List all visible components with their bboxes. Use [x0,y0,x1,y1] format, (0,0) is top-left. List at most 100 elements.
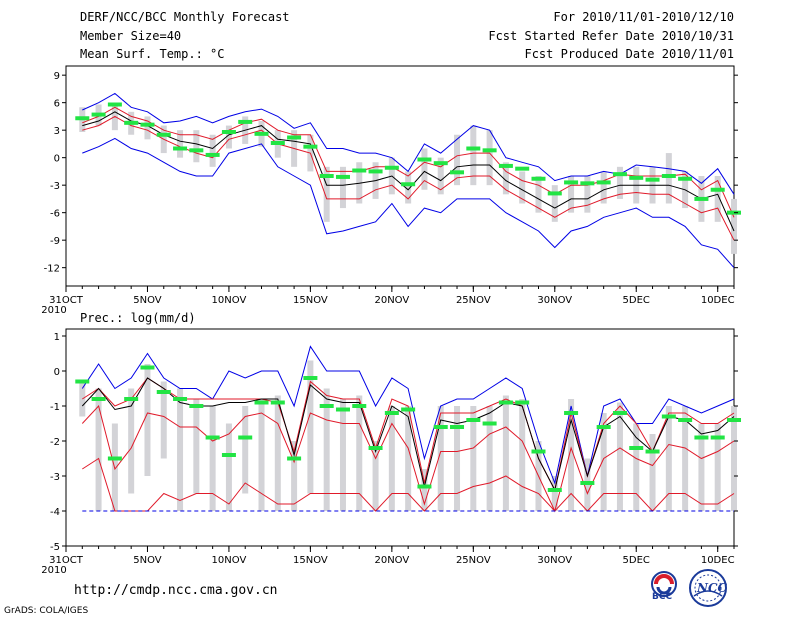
prec-box-20 [388,406,395,511]
prec-median-34 [612,411,627,415]
prec-box-10 [225,423,232,511]
temp-box-17 [339,166,346,209]
prec-box-6 [160,381,167,459]
prec-median-23 [433,425,448,429]
prec-median-22 [417,484,432,489]
temp-median-7 [173,146,188,151]
bcc-logo-text: BCC [652,592,673,602]
temp-median-19 [368,169,383,174]
prec-median-24 [450,425,465,429]
temp-median-29 [531,176,546,181]
temp-median-32 [580,181,595,186]
prec-median-9 [205,435,220,440]
prec-box-28 [519,399,526,511]
temp-median-40 [710,187,725,192]
temp-median-31 [564,180,579,185]
prec-box-35 [633,423,640,511]
temp-xtick-label-20: 20NOV [374,295,409,306]
temp-median-9 [205,152,220,157]
temp-box-23 [437,157,444,195]
prec-box-18 [356,395,363,511]
prec-box-17 [339,399,346,511]
prec-xtick-sublabel-0: 2010 [41,565,66,576]
temp-xtick-label-0: 31OCT [49,295,84,306]
prec-box-37 [665,406,672,511]
temp-median-37 [661,174,676,178]
temp-box-24 [454,134,461,186]
temp-box-5 [144,116,151,140]
prec-median-16 [319,404,334,408]
prec-box-5 [144,364,151,476]
precip-title: Prec.: log(mm/d) [80,311,196,325]
prec-median-30 [547,488,562,492]
temp-median-3 [107,102,122,107]
temp-box-7 [177,130,184,158]
prec-box-39 [698,423,705,511]
forecast-period: For 2010/11/01-2010/12/10 [553,10,734,24]
temp-box-30 [551,185,558,222]
temp-median-14 [287,135,302,140]
temp-box-8 [193,130,200,163]
temp-ytick-label-3: 3 [54,126,60,137]
prec-box-16 [323,388,330,511]
prec-ytick-label--2: -2 [50,437,60,448]
member-size-label: Member Size=40 [80,29,182,43]
temp-median-11 [238,119,253,124]
temp-box-29 [535,176,542,213]
prec-box-22 [421,469,428,511]
temp-median-8 [189,148,204,153]
prec-box-12 [258,399,265,511]
ncc-logo: NCC [686,568,730,608]
prec-median-5 [140,365,155,370]
temp-box-40 [714,176,721,222]
source-url[interactable]: http://cmdp.ncc.cma.gov.cn [74,583,278,598]
prec-median-21 [401,407,416,412]
prec-ytick-label--1: -1 [50,402,60,413]
temp-series-mean [82,111,735,232]
temp-ytick-label--12: -12 [44,264,60,275]
prec-box-38 [682,406,689,511]
temp-box-26 [486,130,493,186]
prec-box-4 [128,388,135,494]
temp-median-30 [547,191,562,196]
prec-box-2 [95,388,102,511]
prec-median-32 [580,481,595,485]
prec-median-38 [678,418,693,422]
temp-median-16 [319,174,334,178]
temp-median-5 [140,122,155,127]
prec-ytick-label-0: 0 [54,367,60,378]
prec-box-24 [454,406,461,511]
temp-box-31 [568,176,575,213]
prec-median-40 [710,435,725,440]
temp-median-18 [352,168,367,173]
prec-median-41 [727,418,741,422]
temp-ytick-label-6: 6 [54,99,60,110]
prec-box-11 [242,406,249,494]
prec-median-31 [564,411,579,415]
temp-median-2 [91,112,106,117]
temp-box-10 [225,125,232,149]
temp-ytick-label--9: -9 [50,236,60,247]
prec-xtick-label-0: 31OCT [49,555,84,566]
prec-ytick-label-1: 1 [54,332,60,343]
temp-ytick-label-9: 9 [54,71,60,82]
temp-ytick-label--6: -6 [50,209,60,220]
temp-series-min [82,137,735,269]
temp-median-35 [629,175,644,180]
prec-median-11 [238,435,253,440]
temp-xtick-label-35: 5DEC [623,295,650,306]
temp-median-13 [270,141,285,145]
temp-xtick-label-10: 10NOV [212,295,247,306]
temp-xtick-label-40: 10DEC [701,295,735,306]
temp-box-9 [209,134,216,167]
prec-median-37 [661,414,676,419]
temp-median-22 [417,157,432,162]
temp-median-27 [498,163,513,168]
prec-xtick-label-20: 20NOV [374,555,409,566]
prec-box-7 [177,388,184,511]
prec-box-9 [209,406,216,511]
prec-median-8 [189,404,204,408]
